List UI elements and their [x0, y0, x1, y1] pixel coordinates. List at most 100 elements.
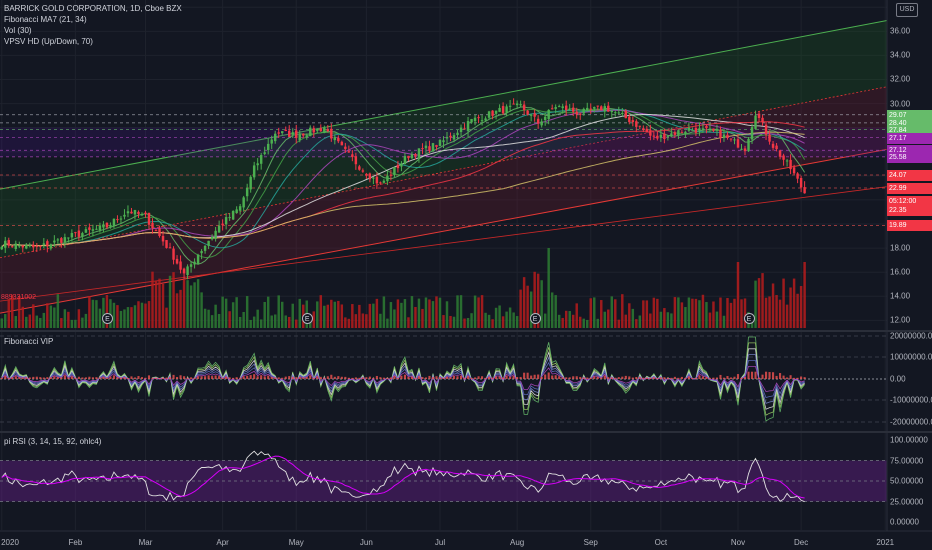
volume-bar [203, 308, 207, 328]
vip-bar [291, 376, 294, 379]
candle-body [522, 104, 526, 110]
volume-bar [722, 315, 726, 328]
volume-legend[interactable]: Vol (30) [4, 26, 32, 35]
volume-bar [796, 293, 799, 328]
candle-body [466, 121, 470, 131]
vip-axis-tick: -20000000.00 [890, 417, 932, 427]
candle-body [557, 106, 561, 108]
vip-bar [540, 376, 543, 379]
volume-bar [386, 318, 389, 328]
volume-bar [25, 316, 28, 328]
vip-bar [459, 375, 463, 379]
vip-bar [701, 376, 704, 379]
vip-bar [803, 377, 806, 379]
vip-bar [533, 374, 536, 379]
candle-body [49, 244, 53, 249]
vip-bar [491, 377, 494, 379]
volume-bar [673, 297, 677, 328]
fib-ma-legend[interactable]: Fibonacci MA7 (21, 34) [4, 15, 87, 24]
vip-bar [190, 377, 193, 379]
earnings-event-icon[interactable]: E [301, 313, 313, 324]
vip-pane-title[interactable]: Fibonacci VIP [4, 337, 54, 346]
vip-bar [382, 377, 385, 379]
volume-bar [39, 317, 42, 328]
candle-body [288, 130, 291, 137]
candle-body [172, 248, 175, 260]
earnings-event-icon[interactable]: E [743, 313, 755, 324]
vip-bar [56, 377, 59, 379]
volume-bar [491, 319, 494, 328]
volume-bar [417, 298, 421, 328]
earnings-event-icon[interactable]: E [529, 313, 541, 324]
candle-body [614, 112, 617, 114]
candle-body [340, 141, 344, 146]
candle-body [53, 240, 56, 243]
candle-body [39, 245, 42, 247]
volume-bar [564, 310, 568, 328]
candle-body [473, 117, 477, 122]
vip-bar [344, 376, 347, 379]
vip-bar [18, 377, 21, 379]
vip-bar [158, 377, 161, 379]
candle-body [582, 108, 585, 114]
candle-body [512, 103, 515, 105]
volume-bar [235, 297, 238, 328]
volume-bar [130, 307, 133, 328]
vip-bar [302, 377, 305, 379]
vip-bar [659, 377, 662, 379]
channel-bottom-line [0, 148, 888, 314]
vip-bar [81, 377, 84, 379]
candle-body [515, 103, 519, 106]
volume-bar [175, 293, 179, 328]
vip-bar [21, 377, 24, 379]
vip-bar [211, 376, 214, 379]
vip-bar [105, 377, 108, 379]
vip-bar [722, 377, 726, 379]
candle-body [764, 124, 768, 135]
vip-bar [498, 376, 501, 379]
volume-bar [789, 287, 792, 328]
candle-body [7, 240, 10, 246]
candle-body [631, 120, 635, 123]
currency-badge[interactable]: USD [896, 3, 918, 17]
volume-bar [586, 319, 589, 328]
candle-body [74, 232, 77, 234]
vip-bar [204, 376, 207, 379]
volume-bar [266, 296, 270, 328]
vip-bar [337, 376, 340, 379]
rsi-pane-title[interactable]: pi RSI (3, 14, 15, 92, ohlc4) [4, 437, 102, 446]
vip-bar [551, 375, 554, 379]
candle-body [736, 139, 740, 148]
candle-body [593, 107, 596, 109]
volume-bar [536, 273, 540, 328]
volume-bar [582, 318, 585, 328]
candle-body [579, 113, 582, 115]
volume-bar [778, 299, 782, 328]
candle-body [133, 210, 137, 215]
vip-bar [228, 377, 231, 379]
candle-body [372, 177, 375, 179]
vip-bar [596, 376, 599, 379]
vip-bar [70, 376, 73, 379]
candle-body [799, 177, 803, 188]
earnings-event-icon[interactable]: E [101, 313, 113, 324]
volume-bar [512, 312, 515, 328]
vip-bar [624, 375, 627, 379]
vip-bar [708, 377, 712, 379]
candle-body [603, 106, 606, 112]
vip-bar [782, 375, 785, 379]
candle-body [501, 106, 505, 114]
volume-bar [463, 318, 466, 328]
candle-body [586, 107, 589, 111]
candle-body [610, 110, 614, 113]
volume-bar [210, 315, 214, 328]
vpsv-legend[interactable]: VPSV HD (Up/Down, 70) [4, 37, 93, 46]
rsi-axis-tick: 25.00000 [890, 497, 924, 506]
volume-bar [147, 301, 151, 328]
volume-bar [119, 310, 123, 328]
volume-bar [144, 303, 147, 328]
candle-body [575, 111, 578, 115]
candle-body [547, 109, 550, 120]
candle-body [775, 145, 778, 150]
